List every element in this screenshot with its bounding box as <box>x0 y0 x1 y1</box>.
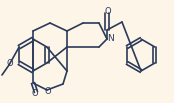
Text: O: O <box>32 90 38 98</box>
Text: O: O <box>45 88 51 97</box>
Text: O: O <box>105 7 111 16</box>
Text: O: O <box>6 59 13 68</box>
Text: N: N <box>107 33 113 43</box>
